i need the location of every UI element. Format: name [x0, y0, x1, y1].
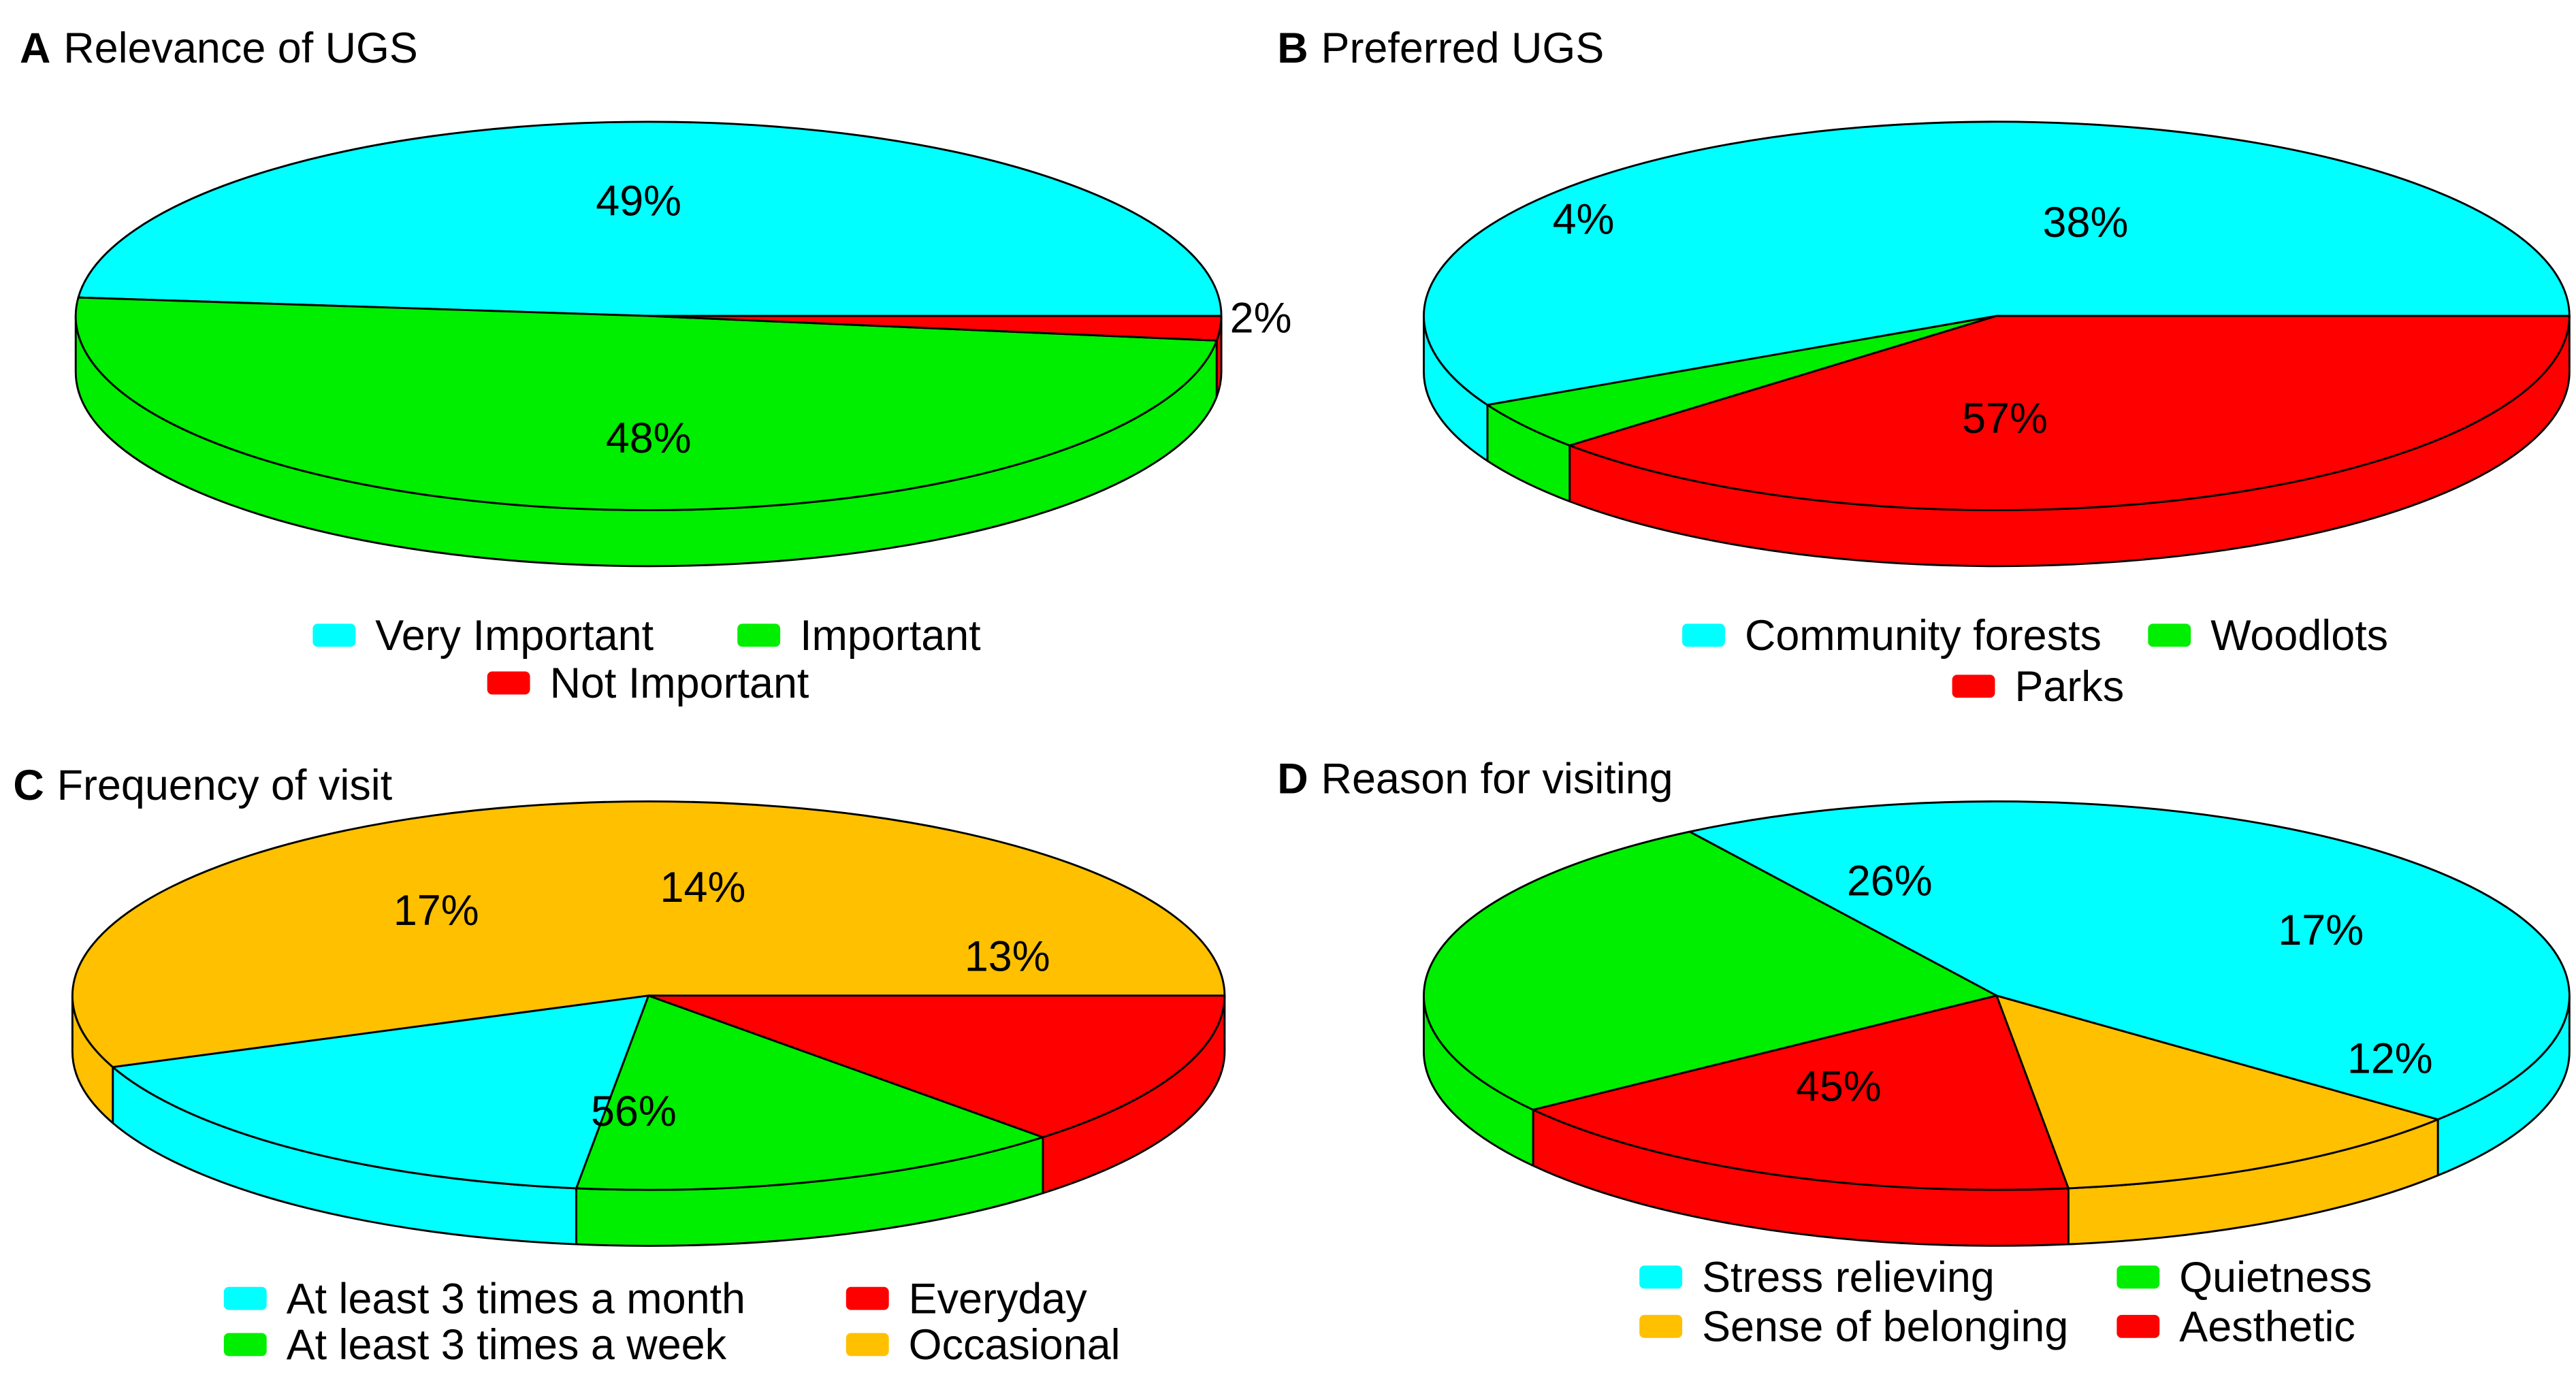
legend-label: Community forests [1745, 612, 2102, 660]
chart-title: C Frequency of visit [13, 762, 392, 809]
legend-swatch [846, 1286, 889, 1310]
legend-label: Important [800, 612, 981, 660]
legend-label: Sense of belonging [1702, 1303, 2068, 1351]
slice-label-3: 26% [1847, 857, 1933, 905]
chart-title: D Reason for visiting [1277, 755, 1673, 802]
pie-slice-1 [1995, 994, 2439, 1190]
legend-swatch [1639, 1265, 1683, 1289]
legend-label: Occasional [909, 1321, 1121, 1369]
pie-slice-2 [1486, 314, 1998, 446]
pie-slice-4 [1532, 994, 2070, 1191]
pie-slice-4 [647, 994, 1226, 1139]
pie-slice-3 [1423, 830, 1998, 1111]
legend-swatch [1952, 675, 1995, 698]
slice-label-1: 57% [1962, 395, 2048, 442]
pie-slice-3 [575, 994, 1044, 1191]
chart-title: A Relevance of UGS [20, 25, 418, 72]
legend-swatch [223, 1333, 267, 1356]
pie-slice-1 [1423, 120, 2571, 406]
legend-label: Parks [2014, 663, 2124, 711]
panel-letter: C [13, 762, 44, 809]
legend-label: Aesthetic [2179, 1303, 2355, 1351]
legend-label: Not Important [550, 660, 809, 707]
pie-chart-d: D Reason for visiting 12% 45% 26% 17% Stress r… [1277, 755, 2571, 1351]
pie-slice-3 [647, 314, 1223, 342]
panel-letter: D [1277, 755, 1308, 802]
legend-swatch [1639, 1314, 1683, 1338]
title-text: Preferred UGS [1321, 25, 1605, 72]
pie-slice-2 [74, 296, 1218, 512]
slice-label-3: 38% [2043, 199, 2129, 246]
pie-slice-1 [77, 120, 1223, 317]
slice-label-2: 4% [1553, 195, 1615, 243]
legend-label: Quietness [2179, 1254, 2372, 1301]
slice-label-1: 12% [2347, 1035, 2433, 1082]
slice-label-2: 45% [1796, 1063, 1882, 1111]
pie-slice-2 [112, 994, 650, 1190]
legend-swatch [312, 623, 356, 647]
legend-swatch [1682, 623, 1725, 647]
title-text: Reason for visiting [1321, 755, 1673, 802]
slice-label-4: 17% [2278, 907, 2364, 954]
slice-label-3: 2% [1230, 294, 1292, 342]
legend-swatch [487, 671, 530, 695]
panel-letter: A [20, 25, 50, 72]
pie-chart-c: C Frequency of visit 56% 17% 14% 13% At least … [13, 762, 1226, 1369]
legend-label: Very Important [375, 612, 654, 660]
legend-swatch [2116, 1265, 2160, 1289]
legend-label: At least 3 times a month [287, 1275, 745, 1322]
panel-letter: B [1277, 25, 1308, 72]
slice-label-3: 14% [660, 864, 746, 911]
pie-chart-a: A Relevance of UGS 48% 49% 2% Very Important I… [20, 25, 1292, 707]
pie-chart-b: B Preferred UGS 57% 4% 38% Community forests W… [1277, 25, 2571, 711]
legend-swatch [2116, 1314, 2160, 1338]
slice-label-4: 13% [965, 933, 1050, 981]
title-text: Frequency of visit [57, 762, 393, 809]
legend-swatch [223, 1286, 267, 1310]
legend-label: At least 3 times a week [287, 1321, 727, 1369]
pie-slice-1 [71, 800, 1226, 1069]
legend-swatch [2148, 623, 2191, 647]
slice-label-2: 17% [393, 887, 479, 935]
pie-slice-3 [1568, 314, 2571, 511]
legend-label: Everyday [909, 1275, 1088, 1322]
legend-swatch [737, 623, 781, 647]
slice-label-1: 56% [591, 1088, 677, 1135]
title-text: Relevance of UGS [63, 25, 418, 72]
legend-swatch [846, 1333, 889, 1356]
legend-label: Woodlots [2210, 612, 2388, 660]
pie-slice-2 [1688, 800, 2571, 1121]
legend-label: Stress relieving [1702, 1254, 1995, 1301]
chart-title: B Preferred UGS [1277, 25, 1604, 72]
slice-label-2: 49% [596, 178, 681, 225]
slice-label-1: 48% [606, 415, 692, 462]
